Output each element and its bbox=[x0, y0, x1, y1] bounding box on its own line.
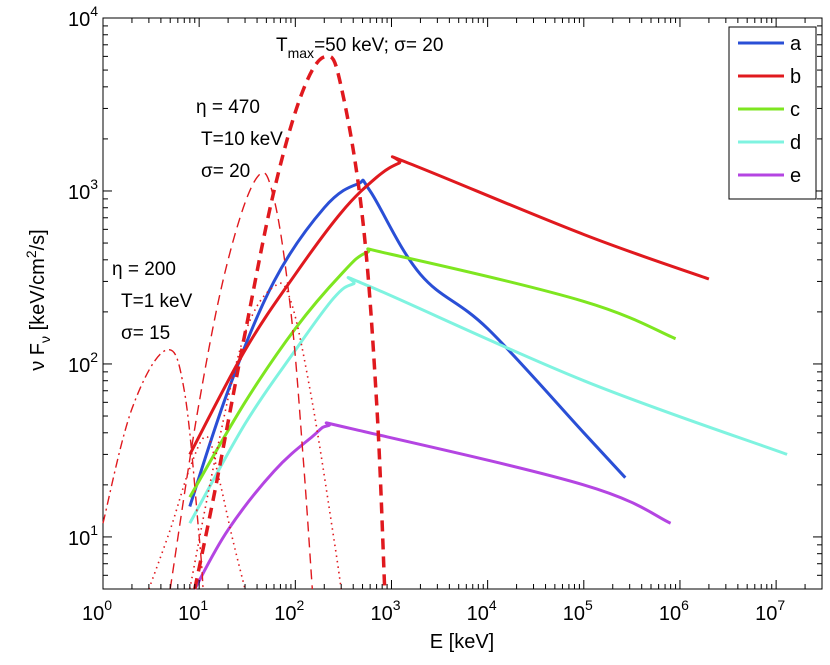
annotation-470-temp: T=10 keV bbox=[201, 129, 283, 150]
x-tick-label: 100 bbox=[82, 597, 112, 625]
plot-area bbox=[102, 17, 823, 590]
legend-label-e: e bbox=[790, 165, 801, 187]
y-tick-label: 102 bbox=[68, 349, 98, 377]
annotation-470-sigma: σ= 20 bbox=[201, 161, 250, 182]
y-tick-labels: 101 102 103 104 bbox=[68, 3, 98, 550]
x-axis-label: E [keV] bbox=[430, 631, 494, 653]
annotation-200-temp: T=1 keV bbox=[121, 291, 193, 312]
annotation-470-eta: η = 470 bbox=[196, 97, 260, 118]
model-curve-6 bbox=[169, 171, 313, 590]
series-line-d bbox=[188, 276, 788, 524]
series-line-c bbox=[188, 247, 677, 498]
x-tick-label: 106 bbox=[659, 597, 689, 625]
legend-label-c: c bbox=[790, 99, 800, 121]
x-tick-labels: 100 101 102 103 104 105 106 107 bbox=[82, 597, 785, 625]
y-tick-label: 101 bbox=[68, 522, 98, 550]
series-line-e bbox=[193, 421, 672, 590]
x-tick-label: 102 bbox=[274, 597, 304, 625]
x-tick-label: 104 bbox=[467, 597, 497, 625]
x-tick-label: 101 bbox=[178, 597, 208, 625]
x-tick-label: 107 bbox=[755, 597, 785, 625]
legend-label-b: b bbox=[790, 66, 801, 88]
x-tick-label: 105 bbox=[563, 597, 593, 625]
model-curve-7 bbox=[102, 349, 204, 590]
ticks-group bbox=[102, 17, 823, 590]
legend-label-d: d bbox=[790, 132, 801, 154]
curves-group bbox=[102, 54, 788, 590]
legend-box bbox=[728, 26, 817, 200]
legend-label-a: a bbox=[790, 33, 802, 55]
y-axis-label: ν Fν [keV/cm2/s] bbox=[23, 229, 53, 371]
annotation-200-eta: η = 200 bbox=[112, 259, 176, 280]
annotation-200-sigma: σ= 15 bbox=[121, 323, 170, 344]
x-tick-label: 103 bbox=[370, 597, 400, 625]
annotation-tmax: Tmax=50 keV; σ= 20 bbox=[276, 35, 443, 61]
y-tick-label: 103 bbox=[68, 176, 98, 204]
series-line-b bbox=[188, 155, 710, 456]
y-tick-label: 104 bbox=[68, 3, 98, 31]
